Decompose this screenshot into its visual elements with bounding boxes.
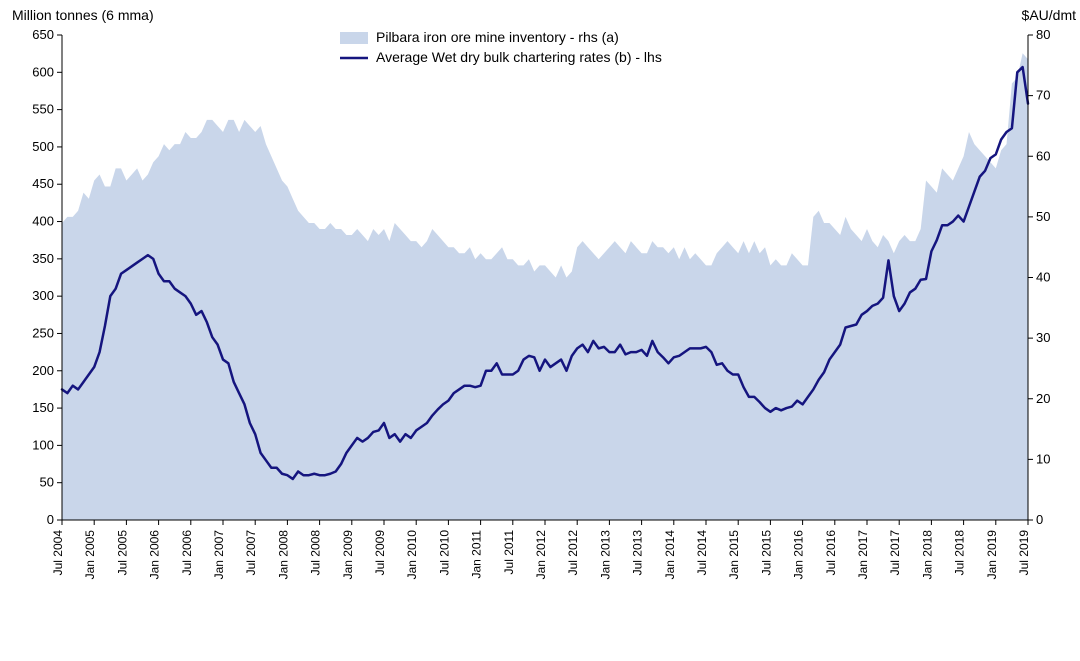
x-tick-label: Jan 2007 [212,530,226,580]
x-tick-label: Jul 2008 [309,530,323,576]
y-left-tick-label: 300 [32,288,54,303]
y-left-tick-label: 350 [32,251,54,266]
x-tick-label: Jan 2005 [83,530,97,580]
legend-label: Pilbara iron ore mine inventory - rhs (a… [376,29,619,45]
x-tick-label: Jul 2012 [566,530,580,576]
y-left-tick-label: 550 [32,102,54,117]
right-axis-title: $AU/dmt [1022,7,1077,23]
x-tick-label: Jul 2016 [824,530,838,576]
x-tick-label: Jan 2009 [341,530,355,580]
x-tick-label: Jul 2014 [695,530,709,576]
x-tick-label: Jul 2018 [953,530,967,576]
x-tick-label: Jul 2013 [631,530,645,576]
x-tick-label: Jan 2018 [920,530,934,580]
y-left-tick-label: 650 [32,27,54,42]
x-tick-label: Jan 2015 [727,530,741,580]
y-right-tick-label: 70 [1036,88,1050,103]
y-right-tick-label: 20 [1036,391,1050,406]
y-right-tick-label: 0 [1036,512,1043,527]
area-series [62,53,1028,520]
x-tick-label: Jul 2007 [244,530,258,576]
y-left-tick-label: 50 [40,475,54,490]
x-tick-label: Jul 2005 [115,530,129,576]
legend-swatch-area [340,32,368,44]
x-tick-label: Jan 2013 [598,530,612,580]
x-tick-label: Jul 2019 [1017,530,1031,576]
y-left-tick-label: 400 [32,214,54,229]
x-tick-label: Jan 2010 [405,530,419,580]
y-left-tick-label: 450 [32,176,54,191]
y-right-tick-label: 30 [1036,330,1050,345]
x-tick-label: Jan 2017 [856,530,870,580]
x-tick-label: Jul 2010 [437,530,451,576]
x-tick-label: Jan 2016 [792,530,806,580]
x-tick-label: Jul 2006 [180,530,194,576]
x-tick-label: Jul 2009 [373,530,387,576]
dual-axis-chart: 0 50 100 150 200 250 300 350 400 450 500 550 600 650 0… [0,0,1080,661]
y-right-tick-label: 40 [1036,270,1050,285]
x-tick-label: Jul 2017 [888,530,902,576]
y-right-tick-label: 10 [1036,451,1050,466]
y-left-tick-label: 150 [32,400,54,415]
chart-canvas: 0 50 100 150 200 250 300 350 400 450 500 550 600 650 0… [0,0,1080,661]
y-left-tick-label: 500 [32,139,54,154]
x-tick-label: Jan 2011 [470,530,484,579]
legend-label: Average Wet dry bulk chartering rates (b… [376,49,662,65]
y-right-tick-label: 80 [1036,27,1050,42]
x-tick-label: Jan 2006 [148,530,162,580]
y-left-tick-label: 100 [32,437,54,452]
y-left-tick-label: 250 [32,325,54,340]
x-tick-label: Jan 2008 [276,530,290,580]
left-axis-title: Million tonnes (6 mma) [12,7,154,23]
y-left-tick-label: 0 [47,512,54,527]
y-right-tick-label: 60 [1036,148,1050,163]
y-right-tick-label: 50 [1036,209,1050,224]
x-tick-label: Jul 2004 [51,530,65,576]
x-tick-label: Jul 2015 [759,530,773,576]
x-tick-label: Jan 2012 [534,530,548,580]
x-tick-label: Jan 2014 [663,530,677,580]
x-tick-label: Jul 2011 [502,530,516,575]
x-tick-label: Jan 2019 [985,530,999,580]
y-left-tick-label: 600 [32,64,54,79]
y-left-tick-label: 200 [32,363,54,378]
